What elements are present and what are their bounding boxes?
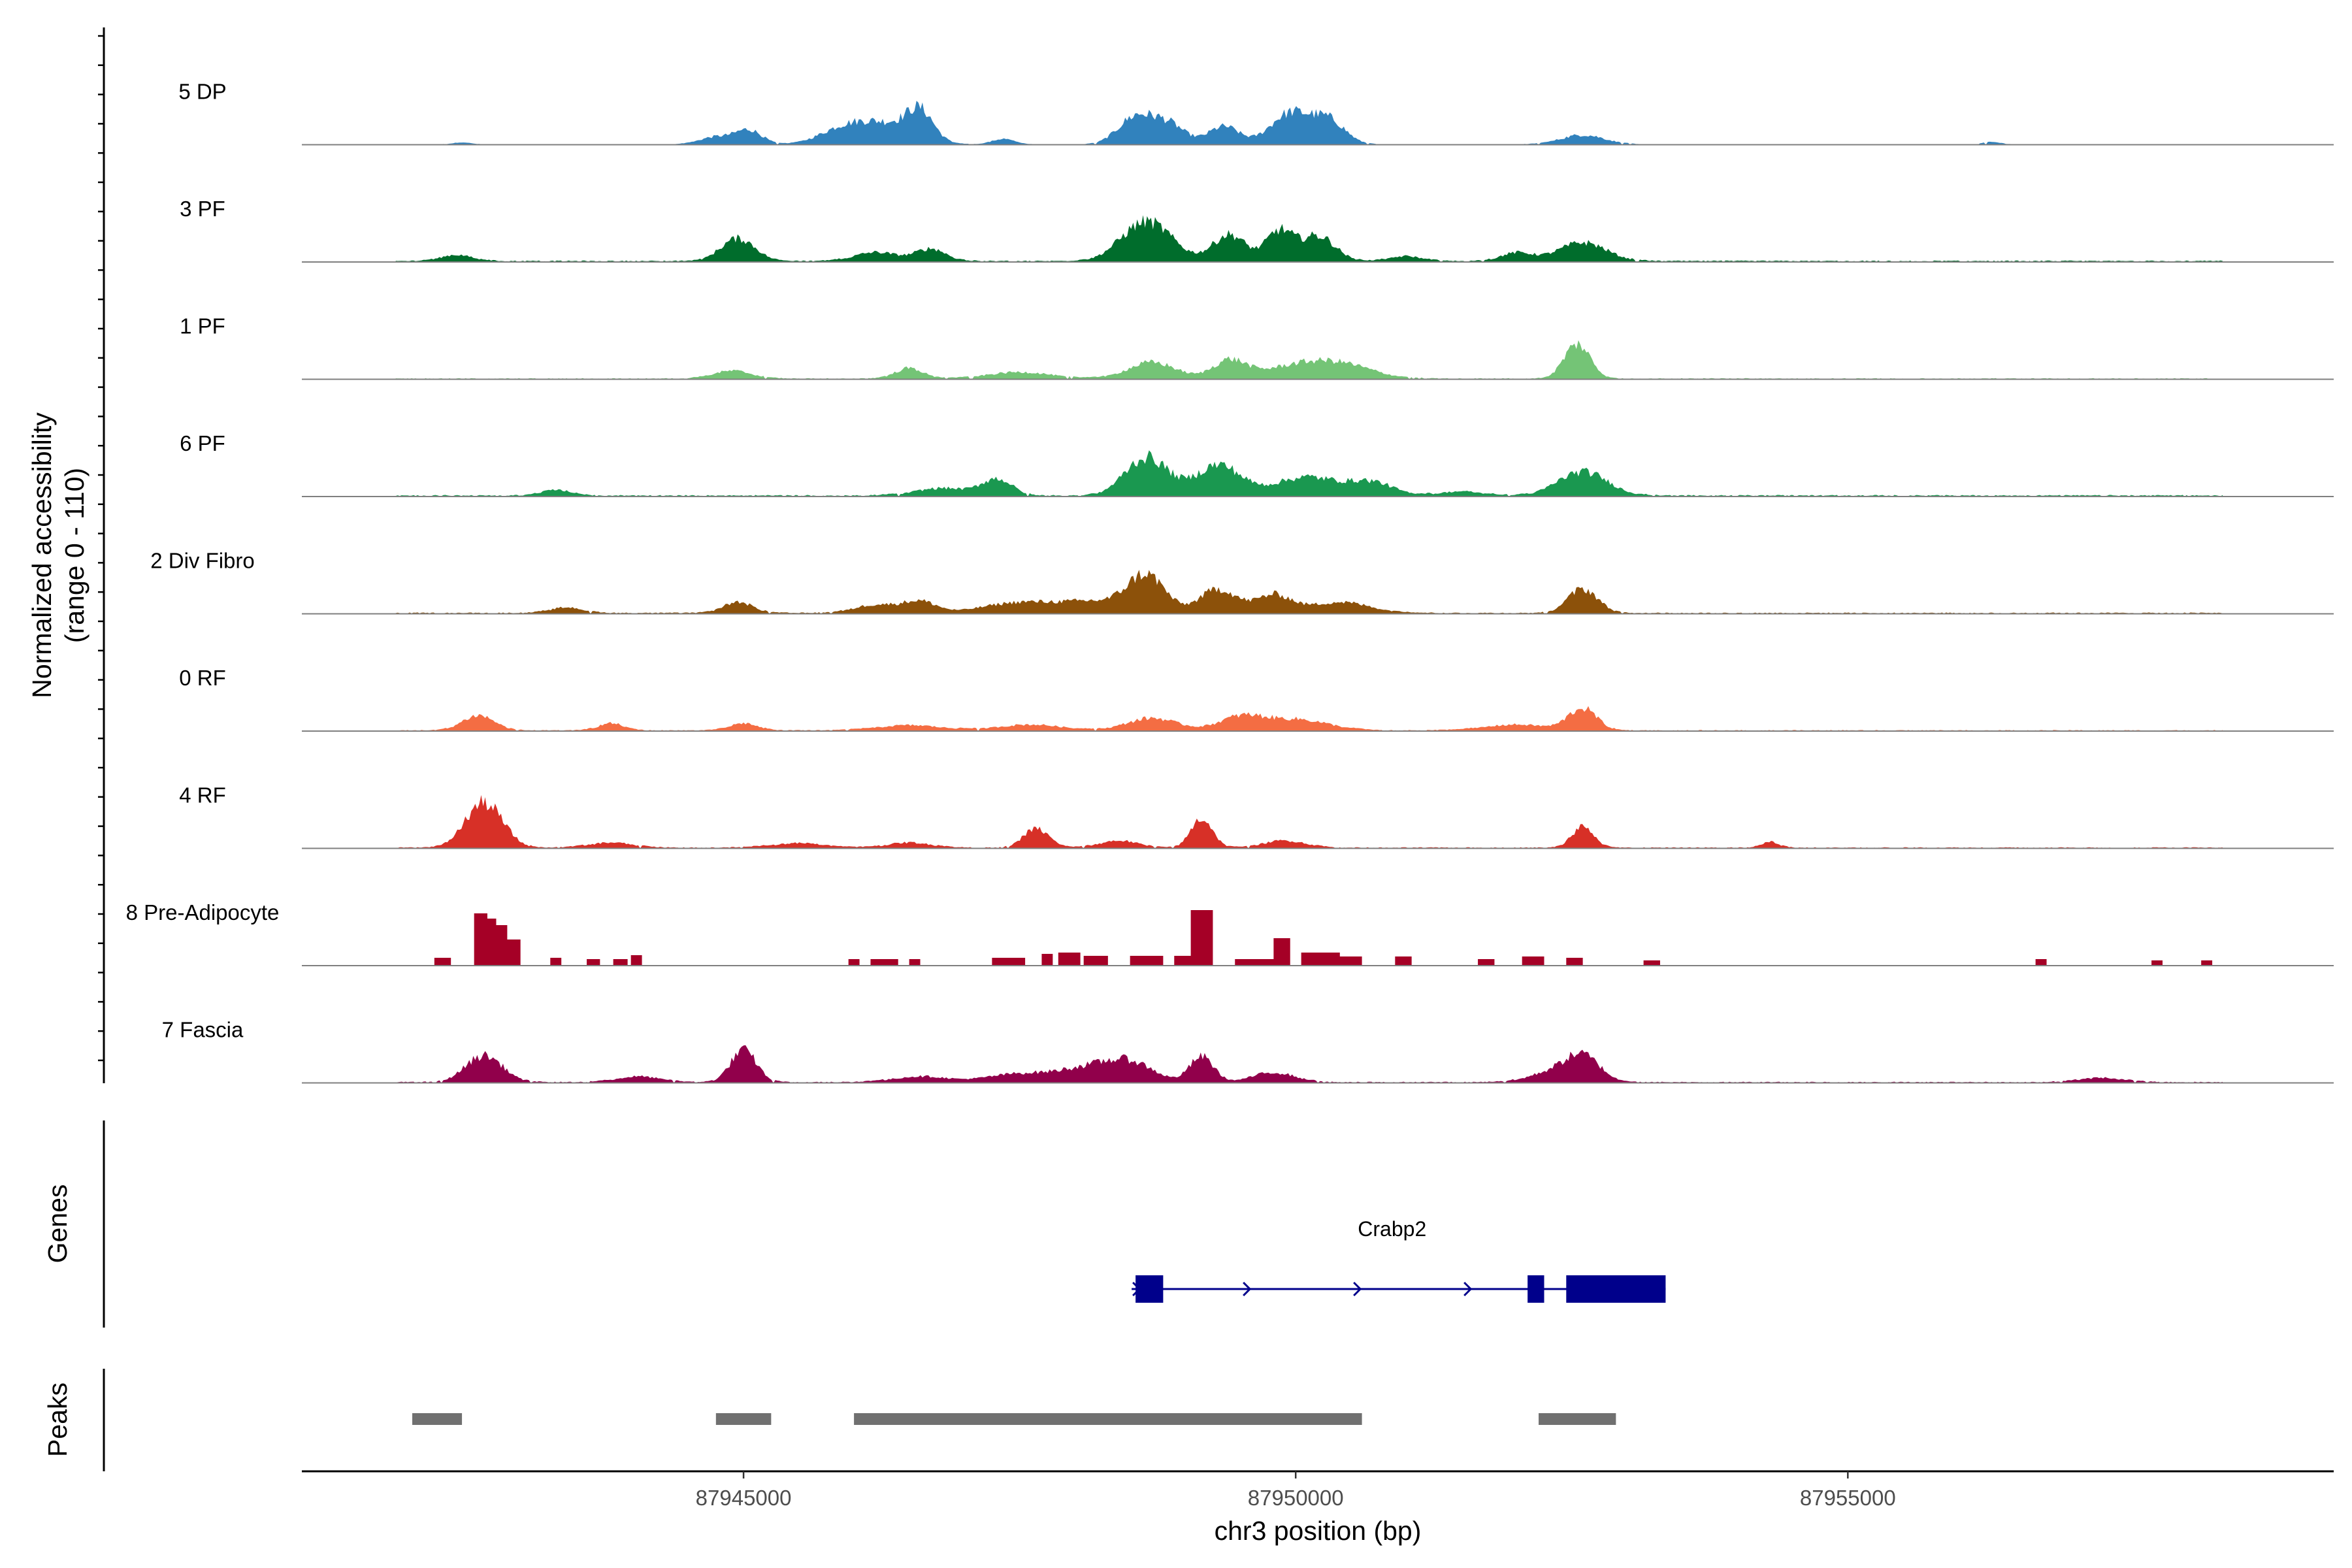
peak-region-bar [412, 1413, 463, 1425]
peak-region-bar [854, 1413, 1362, 1425]
gene-label: Crabp2 [1358, 1217, 1426, 1241]
coverage-area [395, 101, 2223, 145]
coverage-area [395, 706, 2223, 731]
gene-crabp2: Crabp2 [1132, 1217, 1666, 1303]
gene-annotation: Crabp2 [1132, 1217, 1666, 1303]
y-axis-title-line2: (range 0 - 110) [59, 468, 90, 643]
x-tick-label: 87950000 [1248, 1486, 1344, 1510]
coverage-area [395, 340, 2223, 380]
coverage-y-ticks [98, 35, 104, 1062]
coverage-area [395, 215, 2223, 262]
x-tick-label: 87945000 [696, 1486, 792, 1510]
y-axis-title-line1: Normalized accessibility [27, 412, 57, 698]
strand-arrow [1463, 1281, 1473, 1297]
track-2-div-fibro: 2 Div Fibro [150, 549, 2334, 615]
track-label: 7 Fascia [162, 1018, 244, 1042]
peak-region-bar [715, 1413, 772, 1425]
peaks-panel-label: Peaks [42, 1382, 73, 1457]
strand-arrow [1243, 1281, 1252, 1297]
track-label: 2 Div Fibro [150, 549, 255, 573]
track-1-pf: 1 PF [180, 314, 2334, 380]
peak-region-bar [1539, 1413, 1616, 1425]
track-7-fascia: 7 Fascia [162, 1018, 2334, 1084]
peak-regions [412, 1413, 1616, 1425]
coverage-area [395, 910, 2223, 966]
track-label: 0 RF [179, 666, 226, 690]
strand-arrow [1353, 1281, 1362, 1297]
x-tick-label: 87955000 [1800, 1486, 1896, 1510]
track-label: 8 Pre-Adipocyte [126, 900, 280, 924]
coverage-area [395, 570, 2223, 614]
x-axis-ticks: 87945000 87950000 87955000 [696, 1471, 1896, 1510]
exon [1135, 1275, 1164, 1303]
track-0-rf: 0 RF [179, 666, 2334, 732]
track-label: 6 PF [180, 431, 225, 455]
genes-panel-label: Genes [42, 1184, 73, 1264]
coverage-area [395, 450, 2223, 497]
exon [1527, 1275, 1544, 1303]
track-3-pf: 3 PF [180, 197, 2334, 263]
track-label: 1 PF [180, 314, 225, 338]
track-label: 5 DP [178, 80, 226, 104]
track-label: 4 RF [179, 783, 226, 808]
track-5-dp: 5 DP [178, 80, 2334, 146]
track-6-pf: 6 PF [180, 431, 2334, 497]
track-4-rf: 4 RF [179, 783, 2334, 849]
coverage-tracks: 5 DP 3 PF 1 PF 6 PF 2 Div Fibro 0 RF 4 RF 8 Pre… [126, 80, 2334, 1084]
x-axis-title: chr3 position (bp) [1215, 1516, 1422, 1546]
exon [1566, 1275, 1666, 1303]
track-8-pre-adipocyte: 8 Pre-Adipocyte [126, 900, 2334, 966]
track-label: 3 PF [180, 197, 225, 221]
